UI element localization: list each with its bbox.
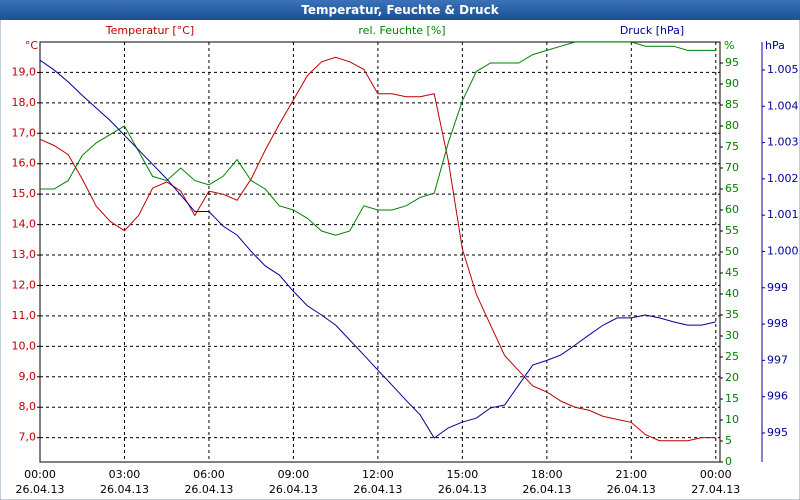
y2-tick-label: 20	[725, 371, 739, 384]
x-tick-date: 26.04.13	[607, 483, 656, 496]
y3-tick-label: 997	[767, 353, 788, 366]
y2-tick-label: 5	[725, 434, 732, 447]
y2-tick-label: 25	[725, 350, 739, 363]
y2-tick-label: 60	[725, 203, 739, 216]
y2-unit: %	[724, 39, 734, 52]
chart-title: Temperatur, Feuchte & Druck	[301, 3, 499, 17]
x-tick-label: 00:00	[24, 468, 56, 481]
x-tick-date: 26.04.13	[438, 483, 487, 496]
y-tick-label: 17,0	[12, 126, 37, 139]
y2-tick-label: 30	[725, 329, 739, 342]
y-tick-label: 16,0	[12, 157, 37, 170]
y-tick-label: 15,0	[12, 187, 37, 200]
x-tick-date: 26.04.13	[522, 483, 571, 496]
y-tick-label: 9,0	[19, 370, 37, 383]
y2-tick-label: 50	[725, 245, 739, 258]
y3-tick-label: 1.002	[767, 172, 799, 185]
series-line	[40, 56, 716, 442]
title-bar	[0, 0, 800, 20]
y2-tick-label: 65	[725, 182, 739, 195]
x-tick-date: 26.04.13	[353, 483, 402, 496]
x-tick-label: 06:00	[193, 468, 225, 481]
y3-tick-label: 1.003	[767, 136, 799, 149]
y2-tick-label: 80	[725, 119, 739, 132]
x-tick-date: 26.04.13	[100, 483, 149, 496]
y-unit: °C	[25, 39, 39, 52]
y2-tick-label: 70	[725, 161, 739, 174]
y3-tick-label: 1.001	[767, 208, 799, 221]
x-tick-label: 00:00	[700, 468, 732, 481]
x-tick-date: 27.04.13	[691, 483, 740, 496]
y-tick-label: 10,0	[12, 339, 37, 352]
y3-tick-label: 995	[767, 426, 788, 439]
y3-tick-label: 998	[767, 317, 788, 330]
y2-tick-label: 0	[725, 455, 732, 468]
y-tick-label: 12,0	[12, 278, 37, 291]
y2-tick-label: 45	[725, 266, 739, 279]
x-tick-date: 26.04.13	[184, 483, 233, 496]
y-tick-label: 14,0	[12, 218, 37, 231]
x-tick-label: 18:00	[531, 468, 563, 481]
legend-entry: Druck [hPa]	[620, 24, 684, 37]
y3-tick-label: 999	[767, 281, 788, 294]
y-tick-label: 11,0	[12, 309, 37, 322]
y3-unit: hPa	[765, 39, 785, 52]
x-tick-label: 12:00	[362, 468, 394, 481]
y2-tick-label: 55	[725, 224, 739, 237]
y2-tick-label: 40	[725, 287, 739, 300]
x-tick-label: 21:00	[615, 468, 647, 481]
plot-area	[39, 41, 721, 463]
y-tick-label: 7,0	[19, 431, 37, 444]
y3-tick-label: 1.004	[767, 99, 799, 112]
x-tick-label: 15:00	[447, 468, 479, 481]
y-tick-label: 8,0	[19, 400, 37, 413]
series-line	[40, 59, 716, 439]
y3-tick-label: 1.000	[767, 244, 799, 257]
y-tick-label: 18,0	[12, 96, 37, 109]
y2-tick-label: 85	[725, 98, 739, 111]
y2-tick-label: 10	[725, 413, 739, 426]
y2-tick-label: 15	[725, 392, 739, 405]
x-tick-label: 03:00	[109, 468, 141, 481]
legend-entry: rel. Feuchte [%]	[358, 24, 445, 37]
y2-tick-label: 35	[725, 308, 739, 321]
y-tick-label: 19,0	[12, 65, 37, 78]
y2-tick-label: 90	[725, 77, 739, 90]
y2-tick-label: 75	[725, 140, 739, 153]
series-line	[40, 42, 716, 236]
y2-tick-label: 95	[725, 56, 739, 69]
x-tick-date: 26.04.13	[269, 483, 318, 496]
x-tick-date: 26.04.13	[16, 483, 65, 496]
x-tick-label: 09:00	[278, 468, 310, 481]
y-tick-label: 13,0	[12, 248, 37, 261]
y3-tick-label: 996	[767, 390, 788, 403]
y3-tick-label: 1.005	[767, 63, 799, 76]
legend-entry: Temperatur [°C]	[105, 24, 194, 37]
